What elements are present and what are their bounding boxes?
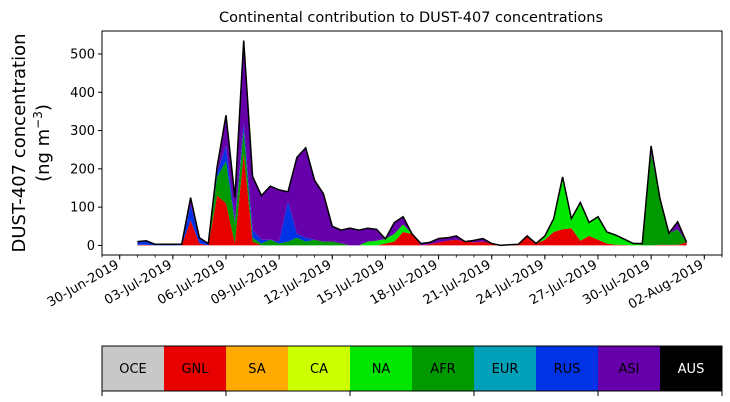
legend-swatch-sa: [226, 346, 289, 391]
x-axis: 30-Jun-201903-Jul-201906-Jul-201909-Jul-…: [45, 255, 723, 313]
y-axis-label: DUST-407 concentration (ng m−3): [9, 33, 54, 252]
y-axis-label-line2-suffix: ): [33, 104, 54, 111]
legend-frame: [101, 345, 723, 392]
area-asi: [137, 40, 687, 246]
legend-label-oce: OCE: [119, 362, 147, 377]
plot-frame: [101, 30, 723, 256]
legend-label-rus: RUS: [554, 362, 581, 377]
legend-label-gnl: GNL: [181, 362, 209, 377]
legend-label-na: NA: [372, 362, 391, 377]
legend: OCE GNL SA CA NA AFR EUR RUS ASI AUS: [101, 345, 723, 396]
legend-swatch-afr: [412, 346, 475, 391]
y-tick-label: 500: [70, 47, 95, 62]
y-axis-label-line2-sup: −3: [31, 111, 45, 129]
legend-label-afr: AFR: [430, 362, 455, 377]
legend-swatch-asi: [598, 346, 661, 391]
y-axis-label-line2-prefix: (ng m: [33, 129, 54, 182]
y-axis: 0 100 200 300 400 500: [70, 47, 102, 254]
legend-label-sa: SA: [248, 362, 265, 377]
legend-label-eur: EUR: [492, 362, 519, 377]
total-outline: [137, 40, 688, 247]
y-tick-label: 100: [70, 201, 95, 216]
legend-swatch-na: [350, 346, 413, 391]
y-axis-label-line1: DUST-407 concentration: [9, 33, 30, 252]
y-axis-label-line2: (ng m−3): [31, 104, 54, 182]
legend-swatch-rus: [536, 346, 599, 391]
y-tick-label: 0: [87, 239, 95, 254]
area-gnl: [137, 153, 687, 246]
y-tick-label: 400: [70, 86, 95, 101]
y-tick-label: 300: [70, 124, 95, 139]
legend-swatch-aus: [660, 346, 723, 391]
legend-label-asi: ASI: [619, 362, 640, 377]
area-afr: [137, 130, 687, 246]
chart-title: Continental contribution to DUST-407 con…: [219, 10, 603, 26]
y-tick-label: 200: [70, 162, 95, 177]
legend-label-ca: CA: [310, 362, 328, 377]
legend-swatch-oce: [102, 346, 165, 391]
legend-label-aus: AUS: [678, 362, 705, 377]
stacked-areas: [137, 40, 687, 246]
legend-swatch-eur: [474, 346, 537, 391]
legend-swatch-ca: [288, 346, 351, 391]
legend-swatch-gnl: [164, 346, 227, 391]
